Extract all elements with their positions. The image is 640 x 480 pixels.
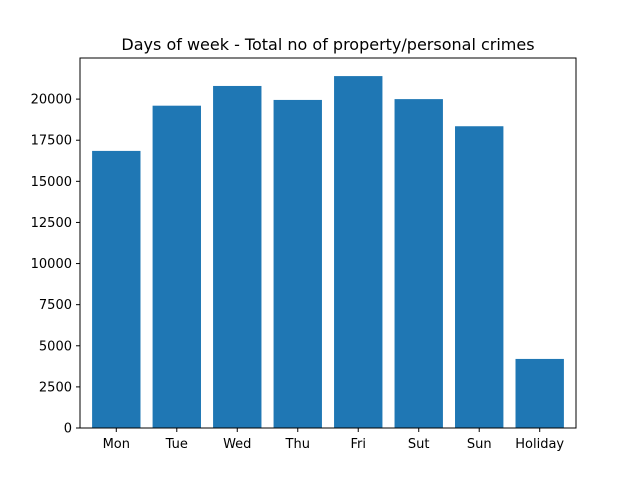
y-tick-label: 20000 xyxy=(31,93,72,108)
y-tick-label: 5000 xyxy=(39,339,72,354)
plot-frame xyxy=(79,57,577,429)
y-axis: 0 2500 5000 7500 10000 12500 15000 17500 20000 xyxy=(31,93,80,437)
x-tick-label: Sut xyxy=(408,437,430,452)
bar-tue xyxy=(152,105,201,428)
y-tick-label: 7500 xyxy=(39,298,72,313)
bar-fri xyxy=(334,76,383,428)
y-tick-label: 12500 xyxy=(31,216,72,231)
y-tick-label: 0 xyxy=(64,422,72,437)
x-tick-label: Tue xyxy=(165,437,188,452)
x-tick-label: Fri xyxy=(350,437,366,452)
x-axis: Mon Tue Wed Thu Fri Sut Sun Holiday xyxy=(103,428,564,452)
bar-holiday xyxy=(515,358,564,428)
bar-thu xyxy=(273,99,322,429)
x-tick-label: Mon xyxy=(103,437,130,452)
y-tick-label: 17500 xyxy=(31,134,72,149)
bar-wed xyxy=(213,85,262,429)
bar-sut xyxy=(394,99,443,429)
x-tick-label: Sun xyxy=(467,437,492,452)
bar-sun xyxy=(455,126,504,429)
chart-title: Days of week - Total no of property/pers… xyxy=(121,35,534,54)
bars-layer xyxy=(92,76,564,429)
bar-mon xyxy=(92,150,141,428)
y-tick-label: 10000 xyxy=(31,257,72,272)
x-tick-label: Thu xyxy=(285,437,310,452)
y-tick-label: 15000 xyxy=(31,175,72,190)
x-tick-label: Wed xyxy=(223,437,251,452)
y-tick-label: 2500 xyxy=(39,380,72,395)
x-tick-label: Holiday xyxy=(515,437,564,452)
